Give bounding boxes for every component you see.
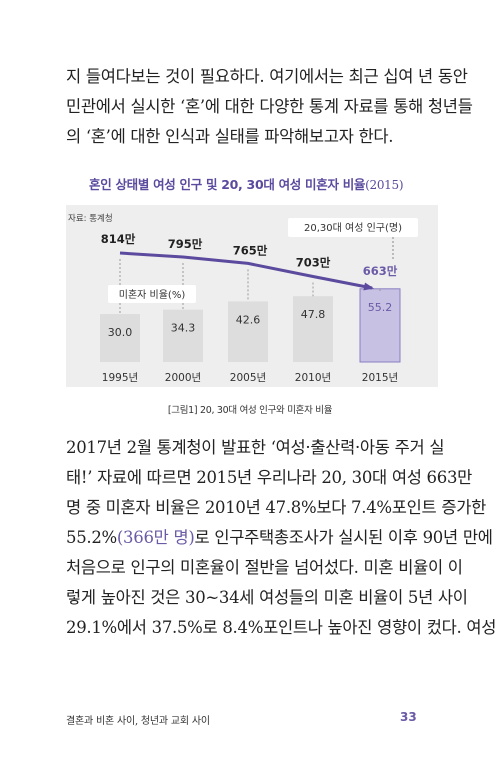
body-line: 처음으로 인구의 미혼율이 절반을 넘어섰다. 미혼 비율이 이 xyxy=(66,558,463,577)
chart-panel xyxy=(66,205,438,387)
body-line: 렇게 높아진 것은 30~34세 여성들의 미혼 비율이 5년 사이 xyxy=(66,588,468,607)
figure-title-text: 혼인 상태별 여성 인구 및 20, 30대 여성 미혼자 비율 xyxy=(89,177,366,192)
intro-line: 민관에서 실시한 ‘혼’에 대한 다양한 통계 자료를 통해 청년들 xyxy=(66,97,473,116)
figure-title: 혼인 상태별 여성 인구 및 20, 30대 여성 미혼자 비율(2015) xyxy=(89,174,404,193)
running-title: 결혼과 비혼 사이, 청년과 교회 사이 xyxy=(66,716,210,727)
body-paragraph: 2017년 2월 통계청이 발표한 ‘여성·출산력·아동 주거 실 태!’ 자료… xyxy=(66,433,497,643)
chart-source: 자료: 통계청 xyxy=(68,214,113,224)
figure-caption: [그림1] 20, 30대 여성 인구와 미혼자 비율 xyxy=(167,405,333,416)
page-number: 33 xyxy=(400,710,417,724)
body-line: 2017년 2월 통계청이 발표한 ‘여성·출산력·아동 주거 실 xyxy=(66,438,445,457)
body-line-part: 로 인구주택총조사가 실시된 이후 90년 만에 xyxy=(194,528,493,547)
body-line: 55.2%(366만 명)로 인구주택총조사가 실시된 이후 90년 만에 xyxy=(66,523,493,553)
figure-title-year: (2015) xyxy=(365,178,404,192)
intro-line: 지 들여다보는 것이 필요하다. 여기에서는 최근 십여 년 동안 xyxy=(66,67,468,86)
body-line: 태!’ 자료에 따르면 2015년 우리나라 20, 30대 여성 663만 xyxy=(66,468,473,487)
highlight-count: (366만 명) xyxy=(116,528,195,547)
intro-line: 의 ‘혼’에 대한 인식과 실태를 파악해보고자 한다. xyxy=(66,127,394,146)
intro-paragraph: 지 들여다보는 것이 필요하다. 여기에서는 최근 십여 년 동안 민관에서 실… xyxy=(66,62,473,152)
body-line: 29.1%에서 37.5%로 8.4%포인트나 높아진 영향이 컸다. 여성 xyxy=(66,618,497,637)
body-line: 명 중 미혼자 비율은 2010년 47.8%보다 7.4%포인트 증가한 xyxy=(66,498,487,517)
body-line-part: 55.2% xyxy=(66,528,117,547)
